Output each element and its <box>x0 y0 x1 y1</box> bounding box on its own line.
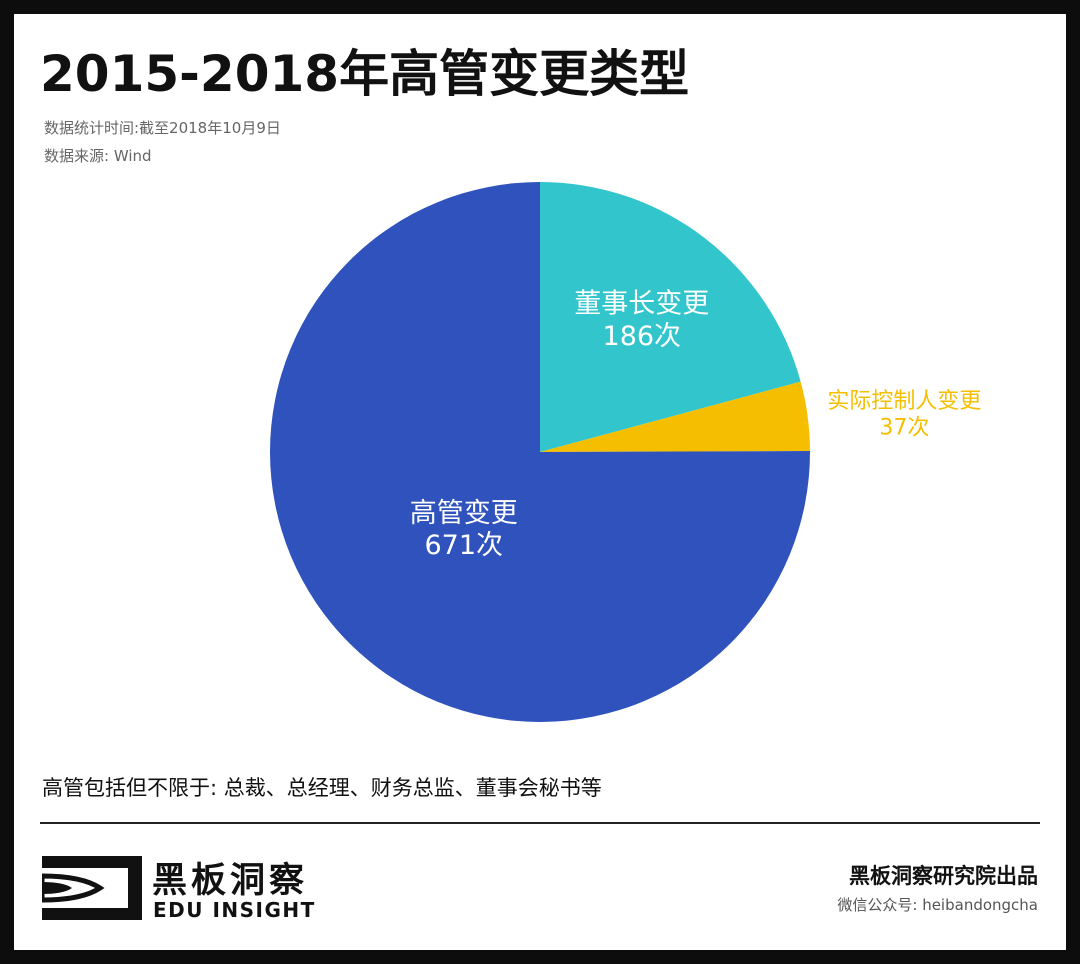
producer-credit: 黑板洞察研究院出品 <box>849 864 1038 888</box>
pie-label-3: 高管变更 <box>410 498 518 529</box>
pie-value-label-3: 671次 <box>424 530 503 561</box>
brand-name-en: EDU INSIGHT <box>153 898 316 922</box>
pie-slice-1 <box>540 182 801 452</box>
wechat-account: 微信公众号: heibandongcha <box>837 896 1038 914</box>
pie-value-label-1: 186次 <box>603 321 682 352</box>
pie-slice-3 <box>270 182 811 722</box>
eye-icon <box>42 856 142 920</box>
data-source-note: 数据来源: Wind <box>44 147 152 165</box>
pie-slice-2 <box>540 381 810 452</box>
chart-title: 2015-2018年高管变更类型 <box>40 45 690 103</box>
stat-time-note: 数据统计时间:截至2018年10月9日 <box>44 119 281 137</box>
executive-definition-note: 高管包括但不限于: 总裁、总经理、财务总监、董事会秘书等 <box>42 776 602 800</box>
brand-name-cn: 黑板洞察 <box>152 861 309 901</box>
pie-label-1: 董事长变更 <box>574 288 709 319</box>
pie-label-2: 实际控制人变更 <box>827 389 981 414</box>
pie-slices <box>270 182 811 722</box>
pie-value-label-2: 37次 <box>879 415 929 440</box>
footer-divider <box>40 822 1040 824</box>
